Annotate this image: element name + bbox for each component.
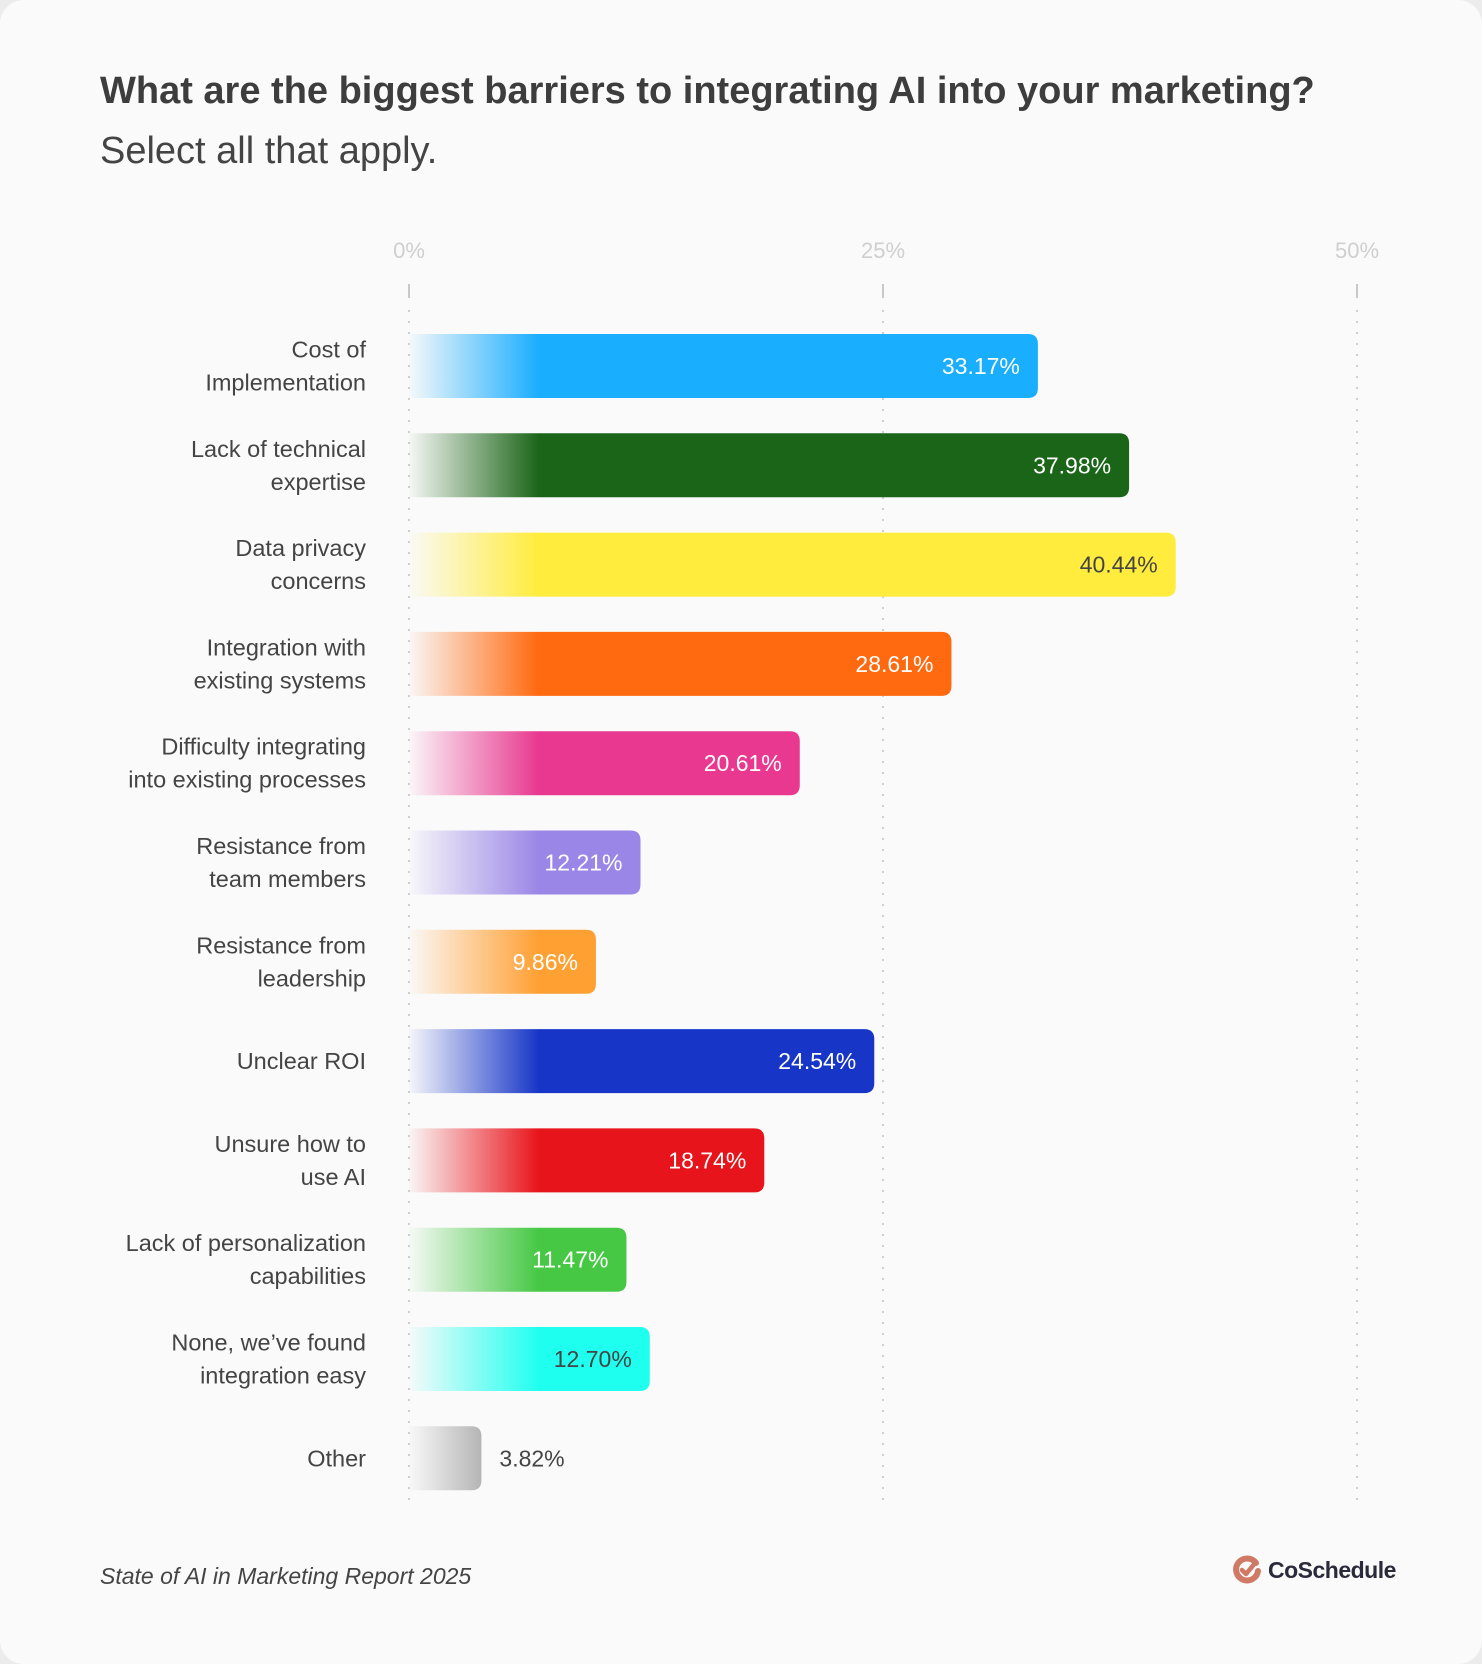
value-label: 3.82%	[499, 1445, 564, 1471]
x-tick-label: 0%	[393, 238, 425, 263]
value-label: 11.47%	[532, 1247, 608, 1273]
value-label: 18.74%	[668, 1147, 746, 1173]
bar	[409, 334, 1038, 398]
category-label: capabilities	[250, 1263, 366, 1289]
value-label: 24.54%	[778, 1048, 856, 1074]
category-label: into existing processes	[128, 767, 366, 793]
category-label: Cost of	[292, 337, 367, 363]
logo-text: CoSchedule	[1268, 1556, 1396, 1583]
x-tick-label: 25%	[861, 238, 905, 263]
category-label: Integration with	[207, 634, 366, 660]
category-label: Unclear ROI	[237, 1048, 366, 1074]
bar	[409, 532, 1176, 597]
bar	[409, 1426, 482, 1491]
category-label: Resistance from	[196, 833, 366, 859]
bar	[409, 1327, 650, 1391]
category-label: Implementation	[205, 370, 366, 396]
value-label: 28.61%	[855, 651, 933, 677]
category-label: existing systems	[194, 667, 366, 693]
category-label: Lack of technical	[191, 436, 366, 462]
value-label: 37.98%	[1033, 452, 1111, 478]
coschedule-logo: CoSchedule	[1232, 1555, 1396, 1585]
category-label: integration easy	[200, 1363, 366, 1389]
bar	[409, 1029, 875, 1094]
value-label: 40.44%	[1080, 552, 1158, 578]
x-tick-label: 50%	[1335, 238, 1379, 263]
chart-title: What are the biggest barriers to integra…	[100, 70, 1315, 112]
bar	[409, 1128, 765, 1193]
category-label: Unsure how to	[214, 1131, 366, 1157]
category-label: Data privacy	[235, 535, 366, 561]
category-label: Lack of personalization	[126, 1230, 366, 1256]
category-label: leadership	[258, 965, 366, 991]
bar	[409, 929, 596, 994]
check-circle-icon	[1233, 1555, 1261, 1584]
category-label: None, we’ve found	[171, 1330, 366, 1356]
bar	[409, 830, 641, 895]
category-label: use AI	[301, 1164, 366, 1190]
category-label: concerns	[271, 568, 366, 594]
chart-subtitle: Select all that apply.	[100, 130, 438, 172]
value-label: 12.70%	[554, 1346, 632, 1372]
category-label: Resistance from	[196, 932, 366, 958]
source-footer: State of AI in Marketing Report 2025	[100, 1563, 472, 1589]
value-label: 33.17%	[942, 353, 1020, 379]
bar	[409, 433, 1130, 498]
value-label: 20.61%	[704, 750, 782, 776]
bar	[409, 1227, 627, 1292]
category-label: Difficulty integrating	[161, 734, 366, 760]
bar	[409, 731, 800, 796]
value-label: 12.21%	[544, 850, 622, 876]
value-label: 9.86%	[513, 949, 578, 975]
category-label: team members	[209, 866, 366, 892]
category-label: Other	[307, 1445, 366, 1471]
category-label: expertise	[271, 469, 366, 495]
bar	[409, 631, 952, 696]
